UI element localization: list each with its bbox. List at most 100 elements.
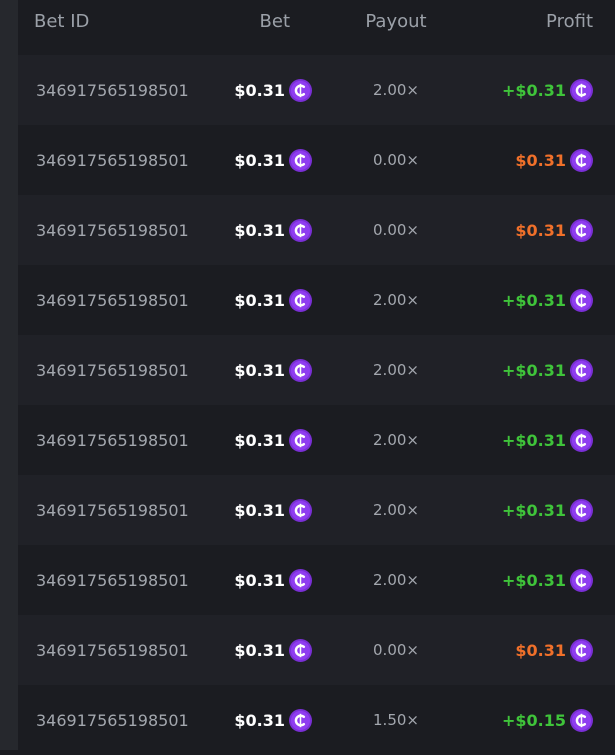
- bet-id: 346917565198501: [36, 360, 189, 380]
- bet-id-cell: 346917565198501: [36, 55, 189, 125]
- bet-cell: $0.31: [234, 685, 312, 755]
- coin-icon: [289, 288, 312, 312]
- bet-cell: $0.31: [234, 195, 312, 265]
- bet-id: 346917565198501: [36, 640, 189, 660]
- payout-cell: 2.00×: [348, 335, 444, 405]
- coin-icon: [289, 638, 312, 662]
- bets-table: Bet ID Bet Payout Profit 346917565198501 $0.3…: [18, 0, 615, 755]
- coin-icon: [570, 568, 593, 592]
- coin-icon: [289, 428, 312, 452]
- bet-id-cell: 346917565198501: [36, 475, 189, 545]
- coin-icon: [289, 78, 312, 102]
- profit: +$0.31: [501, 430, 566, 450]
- profit: +$0.31: [501, 360, 566, 380]
- coin-icon: [570, 428, 593, 452]
- profit-cell: +$0.15: [502, 685, 593, 755]
- payout-cell: 0.00×: [348, 615, 444, 685]
- bet-amount: $0.31: [234, 640, 285, 660]
- coin-icon: [570, 148, 593, 172]
- payout: 2.00×: [373, 291, 419, 309]
- payout-cell: 2.00×: [348, 405, 444, 475]
- profit: +$0.31: [501, 80, 566, 100]
- payout: 2.00×: [373, 501, 419, 519]
- bet-id-cell: 346917565198501: [36, 685, 189, 755]
- coin-icon: [570, 358, 593, 382]
- payout-cell: 2.00×: [348, 545, 444, 615]
- bet-amount: $0.31: [234, 80, 285, 100]
- payout: 0.00×: [373, 221, 419, 239]
- table-row: 346917565198501 $0.31 0.00× $0.31: [18, 125, 615, 195]
- bet-id: 346917565198501: [36, 430, 189, 450]
- bet-cell: $0.31: [234, 545, 312, 615]
- table-row: 346917565198501 $0.31 0.00× $0.31: [18, 615, 615, 685]
- header-row: Bet ID Bet Payout Profit: [18, 0, 615, 42]
- bet-id-cell: 346917565198501: [36, 405, 189, 475]
- bet-amount: $0.31: [234, 500, 285, 520]
- coin-icon: [570, 218, 593, 242]
- payout: 1.50×: [373, 711, 419, 729]
- profit-cell: $0.31: [515, 615, 593, 685]
- table-row: 346917565198501 $0.31 2.00× +$0.31: [18, 475, 615, 545]
- profit: $0.31: [515, 150, 566, 170]
- bet-id: 346917565198501: [36, 570, 189, 590]
- coin-icon: [289, 358, 312, 382]
- table-row: 346917565198501 $0.31 2.00× +$0.31: [18, 265, 615, 335]
- column-header: Profit: [546, 10, 593, 32]
- profit-cell: $0.31: [515, 125, 593, 195]
- payout: 2.00×: [373, 81, 419, 99]
- bet-cell: $0.31: [234, 615, 312, 685]
- profit-cell: +$0.31: [502, 545, 593, 615]
- bet-cell: $0.31: [234, 125, 312, 195]
- bet-id: 346917565198501: [36, 80, 189, 100]
- bet-id-cell: 346917565198501: [36, 125, 189, 195]
- bet-amount: $0.31: [234, 150, 285, 170]
- coin-icon: [570, 498, 593, 522]
- coin-icon: [289, 498, 312, 522]
- table-row: 346917565198501 $0.31 2.00× +$0.31: [18, 55, 615, 125]
- profit: $0.31: [515, 220, 566, 240]
- profit-cell: +$0.31: [502, 475, 593, 545]
- payout: 2.00×: [373, 361, 419, 379]
- column-header: Payout: [365, 10, 427, 32]
- profit: +$0.31: [501, 290, 566, 310]
- table-row: 346917565198501 $0.31 2.00× +$0.31: [18, 335, 615, 405]
- coin-icon: [570, 638, 593, 662]
- payout-cell: 2.00×: [348, 265, 444, 335]
- coin-icon: [570, 78, 593, 102]
- payout-cell: 0.00×: [348, 125, 444, 195]
- bet-id-cell: 346917565198501: [36, 265, 189, 335]
- profit-cell: +$0.31: [502, 55, 593, 125]
- payout-cell: 2.00×: [348, 55, 444, 125]
- bet-id: 346917565198501: [36, 710, 189, 730]
- payout: 2.00×: [373, 571, 419, 589]
- bet-cell: $0.31: [234, 475, 312, 545]
- coin-icon: [289, 218, 312, 242]
- profit: +$0.31: [501, 500, 566, 520]
- payout: 0.00×: [373, 641, 419, 659]
- table-row: 346917565198501 $0.31 2.00× +$0.31: [18, 545, 615, 615]
- payout-cell: 2.00×: [348, 475, 444, 545]
- coin-icon: [570, 288, 593, 312]
- bet-cell: $0.31: [234, 335, 312, 405]
- bet-id-cell: 346917565198501: [36, 615, 189, 685]
- bet-id: 346917565198501: [36, 220, 189, 240]
- coin-icon: [289, 148, 312, 172]
- bet-id: 346917565198501: [36, 290, 189, 310]
- bet-cell: $0.31: [234, 265, 312, 335]
- table-row: 346917565198501 $0.31 0.00× $0.31: [18, 195, 615, 265]
- bet-amount: $0.31: [234, 360, 285, 380]
- bet-id-cell: 346917565198501: [36, 335, 189, 405]
- profit: +$0.31: [501, 570, 566, 590]
- bet-id: 346917565198501: [36, 500, 189, 520]
- bet-cell: $0.31: [234, 405, 312, 475]
- profit: $0.31: [515, 640, 566, 660]
- payout-cell: 1.50×: [348, 685, 444, 755]
- payout: 2.00×: [373, 431, 419, 449]
- payout-cell: 0.00×: [348, 195, 444, 265]
- coin-icon: [289, 568, 312, 592]
- profit-cell: +$0.31: [502, 265, 593, 335]
- bet-amount: $0.31: [234, 290, 285, 310]
- bet-id-cell: 346917565198501: [36, 545, 189, 615]
- bet-amount: $0.31: [234, 570, 285, 590]
